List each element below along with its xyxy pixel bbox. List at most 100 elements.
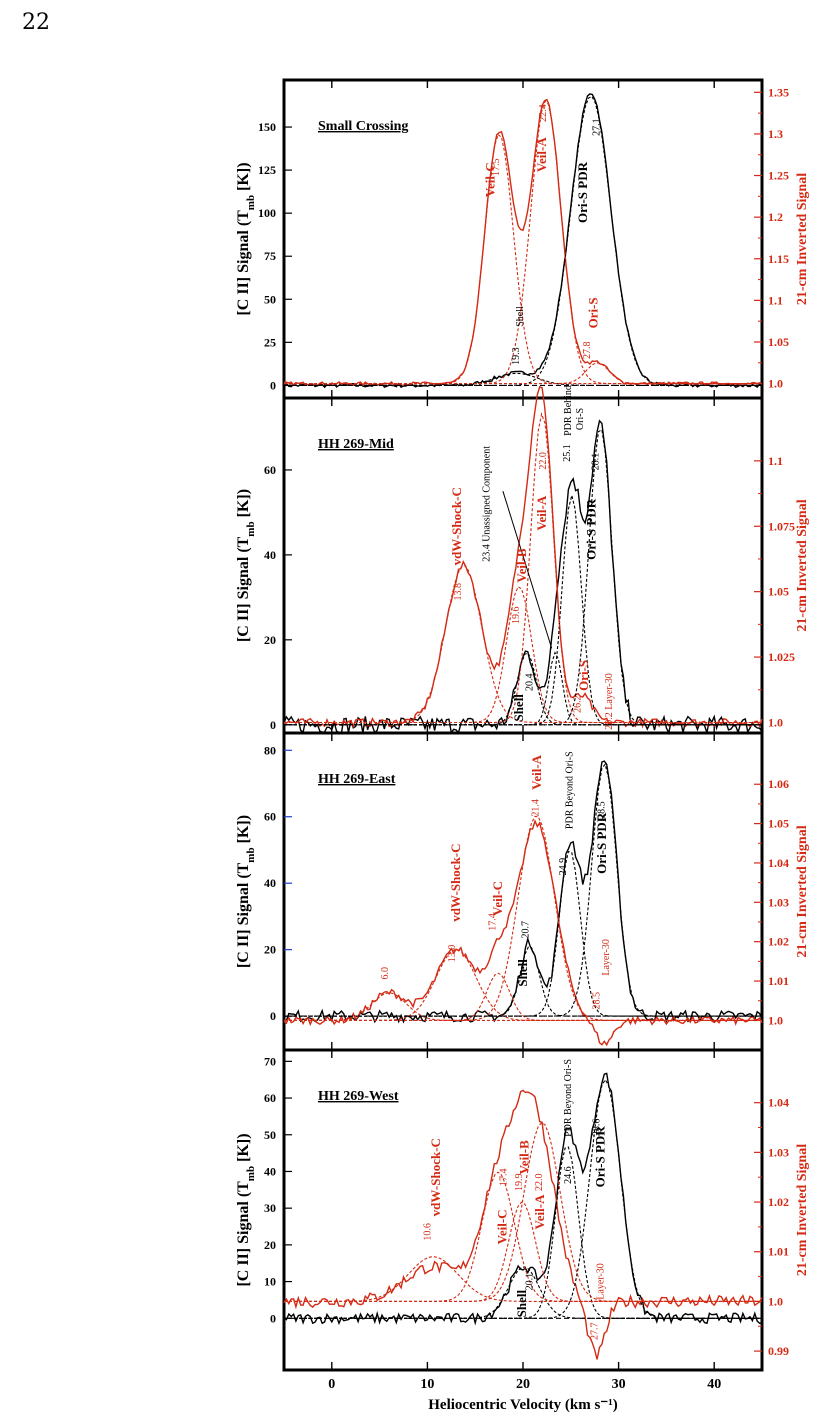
component-label: 13.8	[453, 583, 464, 601]
hi-21cm-spectrum	[284, 98, 763, 387]
left-axis-label: [C II] Signal (Tmb [K])	[235, 162, 257, 315]
component-label: 28.5	[592, 992, 603, 1010]
component-label: PDR Behind	[563, 385, 574, 436]
left-tick-label: 75	[264, 249, 276, 263]
component-label: vdW-Shock-C	[448, 843, 463, 921]
hi-21cm-spectrum	[283, 1089, 763, 1360]
right-tick-label: 1.3	[768, 127, 783, 141]
component-label: 17.5	[491, 158, 502, 176]
panel-title: HH 269-West	[318, 1089, 399, 1104]
right-axis-label: 21-cm Inverted Signal	[795, 173, 810, 305]
right-tick-label: 1.15	[768, 252, 789, 266]
component-label: Ori-S PDR	[584, 498, 599, 560]
component-label: 27.1	[592, 118, 603, 136]
component-label: 17.4	[487, 913, 498, 931]
component-label: Layer-30	[601, 939, 612, 975]
gaussian-component-fit	[284, 411, 760, 724]
component-label: Ori-S PDR	[592, 1126, 607, 1188]
right-tick-label: 1.06	[768, 777, 789, 791]
cii-spectrum	[283, 1072, 763, 1326]
component-label: 19.6	[511, 606, 522, 624]
component-label: 28.6	[592, 1119, 603, 1137]
component-label: Shell	[514, 1289, 529, 1317]
right-axis-label: 21-cm Inverted Signal	[795, 1144, 810, 1276]
component-label: 19.9	[514, 1173, 525, 1191]
gaussian-component-fit	[284, 100, 760, 385]
right-axis-label: 21-cm Inverted Signal	[795, 825, 810, 957]
component-label: Ori-S	[576, 660, 591, 691]
component-label: Ori-S PDR	[594, 812, 609, 874]
gaussian-component-fit	[284, 949, 760, 1021]
component-label: Ori-S PDR	[575, 161, 590, 223]
right-tick-label: 1.35	[768, 85, 789, 99]
right-tick-label: 1.2	[768, 210, 783, 224]
component-label: 20.1	[525, 1273, 536, 1291]
gaussian-component-fit	[284, 1078, 760, 1319]
x-tick-label: 30	[612, 1377, 626, 1392]
right-tick-label: 1.01	[768, 1245, 789, 1259]
left-tick-label: 150	[258, 120, 276, 134]
page-number: 22	[22, 10, 50, 35]
component-label: 22.0	[538, 452, 549, 470]
right-tick-label: 1.0	[768, 377, 783, 391]
component-label: 25.1	[562, 444, 573, 462]
right-tick-label: 1.04	[768, 1096, 789, 1110]
component-label: 22.0	[534, 1173, 545, 1191]
left-tick-label: 60	[264, 463, 276, 477]
right-tick-label: 1.05	[768, 335, 789, 349]
component-label: Veil-B	[517, 1140, 532, 1175]
cii-spectrum	[283, 93, 763, 389]
right-tick-label: 1.05	[768, 585, 789, 599]
right-tick-label: 1.025	[768, 650, 795, 664]
right-tick-label: 1.0	[768, 1294, 783, 1308]
component-label: Veil-A	[529, 754, 544, 790]
component-label: 23.4 Unassigned Component	[482, 446, 493, 562]
component-label: Veil-A	[534, 495, 549, 531]
component-label: Shell	[515, 959, 530, 987]
left-tick-label: 10	[264, 1275, 276, 1289]
component-label: 10.6	[422, 1223, 433, 1241]
left-tick-label: 80	[264, 743, 276, 757]
right-tick-label: 1.04	[768, 856, 789, 870]
left-tick-label: 125	[258, 163, 276, 177]
left-tick-label: 0	[270, 1311, 276, 1325]
x-tick-label: 20	[516, 1377, 530, 1392]
component-label: 13.0	[447, 945, 458, 963]
left-tick-label: 25	[264, 335, 276, 349]
left-axis-label: [C II] Signal (Tmb [K])	[235, 1133, 257, 1286]
cii-spectrum	[283, 760, 763, 1024]
left-tick-label: 0	[270, 1009, 276, 1023]
component-label: vdW-Shock-C	[428, 1138, 443, 1216]
component-label: PDR Beyond Ori-S	[565, 751, 576, 829]
gaussian-component-fit	[284, 815, 760, 1021]
x-tick-label: 10	[420, 1377, 434, 1392]
left-tick-label: 50	[264, 1128, 276, 1142]
gaussian-component-fit	[284, 1201, 760, 1302]
cii-spectrum	[283, 419, 763, 735]
gaussian-component-fit	[284, 133, 760, 385]
right-tick-label: 1.25	[768, 169, 789, 183]
component-label: Shell	[511, 694, 526, 722]
left-tick-label: 0	[270, 718, 276, 732]
left-tick-label: 20	[264, 633, 276, 647]
component-label: 24.9	[558, 858, 569, 876]
x-tick-label: 0	[328, 1377, 335, 1392]
component-label: 20.4	[525, 674, 536, 692]
gaussian-component-fit	[284, 95, 760, 386]
left-tick-label: 30	[264, 1201, 276, 1215]
panel-title: Small Crossing	[318, 119, 408, 134]
component-label: 21.4	[530, 799, 541, 817]
component-label: Veil-B	[514, 548, 529, 583]
component-label: 17.4	[499, 1168, 510, 1186]
component-label: 20.7	[521, 921, 532, 939]
right-tick-label: 1.03	[768, 1145, 789, 1159]
component-label: Veil-C	[490, 881, 505, 916]
right-tick-label: 1.02	[768, 935, 789, 949]
left-axis-label: [C II] Signal (Tmb [K])	[235, 489, 257, 642]
component-label: PDR Beyond Ori-S	[563, 1059, 574, 1137]
right-tick-label: 1.01	[768, 974, 789, 988]
left-tick-label: 20	[264, 943, 276, 957]
right-tick-label: 1.0	[768, 715, 783, 729]
right-tick-label: 1.03	[768, 895, 789, 909]
left-axis-label: [C II] Signal (Tmb [K])	[235, 815, 257, 968]
